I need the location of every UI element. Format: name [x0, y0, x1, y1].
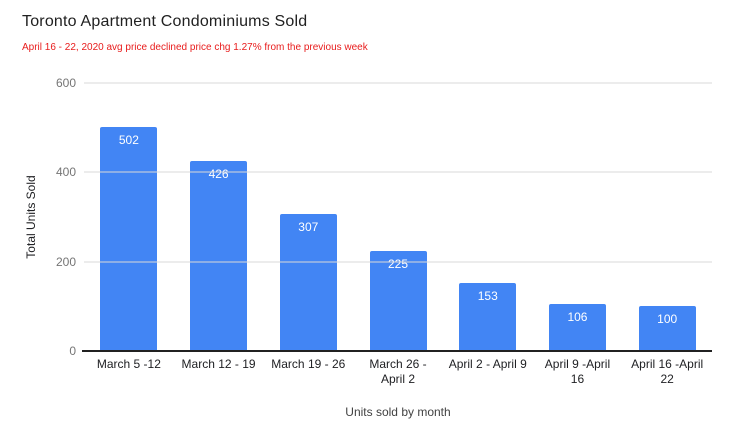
bar-value-label: 153 [477, 288, 498, 303]
chart-subtitle: April 16 - 22, 2020 avg price declined p… [22, 42, 368, 53]
bar-slot: 100 [622, 83, 712, 351]
x-axis-baseline [82, 350, 712, 352]
gridline [84, 82, 712, 84]
bars-row: 502 426 307 225 153 106 100 [84, 83, 712, 351]
bar[interactable]: 502 [100, 126, 158, 351]
bar[interactable]: 100 [638, 306, 696, 351]
bar[interactable]: 153 [459, 282, 517, 351]
category-label: April 2 - April 9 [448, 357, 527, 371]
bar-value-label: 106 [567, 309, 588, 324]
x-axis-title: Units sold by month [345, 405, 451, 419]
y-axis-title: Total Units Sold [24, 175, 38, 259]
bar-value-label: 225 [388, 256, 409, 271]
category-label: April 9 -April 16 [544, 357, 611, 386]
bar-slot: 502 [84, 83, 174, 351]
bar-value-label: 502 [118, 132, 139, 147]
gridline [84, 261, 712, 263]
bar[interactable]: 307 [279, 213, 337, 351]
category-label: March 12 - 19 [181, 357, 256, 371]
bar[interactable]: 225 [369, 250, 427, 351]
y-tick-label: 0 [69, 344, 76, 358]
category-row: March 5 -12 March 12 - 19 March 19 - 26 Mar… [84, 357, 712, 387]
chart-title: Toronto Apartment Condominiums Sold [22, 13, 308, 30]
category-label: March 5 -12 [96, 357, 161, 371]
bar[interactable]: 106 [548, 303, 606, 351]
bar-slot: 153 [443, 83, 533, 351]
y-tick-label: 600 [55, 76, 76, 90]
bar-value-label: 100 [657, 312, 678, 327]
category-label: April 16 -April 22 [631, 357, 704, 386]
bar-slot: 307 [263, 83, 353, 351]
bar-value-label: 307 [298, 219, 319, 234]
gridline [84, 171, 712, 173]
bar-slot: 426 [174, 83, 264, 351]
bar[interactable]: 426 [190, 160, 248, 351]
plot-area: 502 426 307 225 153 106 100 [82, 82, 712, 352]
y-tick-label: 200 [55, 254, 76, 269]
bar-slot: 106 [533, 83, 623, 351]
category-label: March 26 - April 2 [369, 357, 427, 386]
category-label: March 19 - 26 [271, 357, 346, 371]
bar-value-label: 426 [208, 166, 229, 181]
y-tick-label: 400 [55, 165, 76, 180]
bar-slot: 225 [353, 83, 443, 351]
